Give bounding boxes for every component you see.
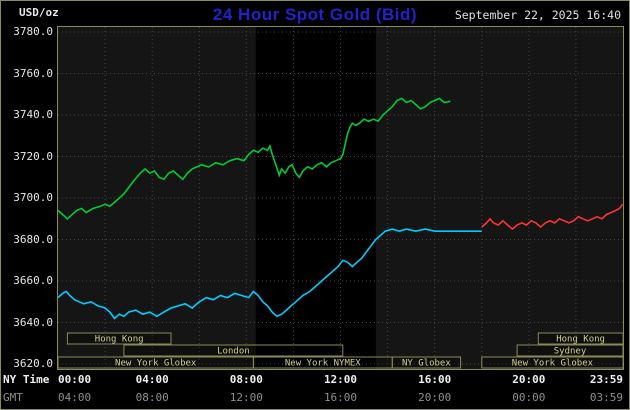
gmt-time-label: 16:00	[323, 391, 358, 404]
session-label: New York NYMEX	[285, 359, 361, 369]
ny-time-label: 23:59	[589, 373, 623, 386]
gmt-time-label: 12:00	[229, 391, 263, 404]
chart-canvas: Hong Kong Hong Kong London Sydney New York G…	[58, 27, 623, 369]
gmt-time-label: 20:00	[418, 391, 452, 404]
ny-time-axis-name: NY Time	[3, 373, 50, 386]
gmt-time-label: 04:00	[58, 391, 92, 404]
session-label: New York Globex	[512, 359, 594, 369]
gmt-time-label: 03:59	[589, 391, 623, 404]
ny-time-label: 04:00	[135, 373, 169, 386]
session-label: NY Globex	[402, 359, 451, 369]
y-axis-label: 3740.0	[13, 108, 53, 121]
ny-time-label: 12:00	[323, 373, 358, 386]
session-label: Sydney	[554, 347, 587, 357]
session-label: Hong Kong	[556, 335, 605, 345]
ny-time-label: 20:00	[512, 373, 546, 386]
series-sep19	[58, 228, 482, 320]
gmt-time-label: 00:00	[512, 391, 546, 404]
nymex-session-band	[255, 27, 376, 369]
units-label: USD/oz	[19, 6, 59, 19]
y-axis-label: 3700.0	[13, 191, 53, 204]
y-axis-label: 3780.0	[13, 25, 53, 38]
session-box	[516, 344, 623, 357]
ny-time-label: 00:00	[58, 373, 92, 386]
datetime-label: September 22, 2025 16:40	[454, 8, 621, 22]
y-axis-label: 3720.0	[13, 149, 53, 163]
ny-time-label: 08:00	[229, 373, 263, 386]
plot-area: Hong Kong Hong Kong London Sydney New York G…	[57, 26, 624, 370]
session-label: Hong Kong	[95, 335, 144, 345]
session-box	[123, 344, 344, 357]
session-box	[481, 356, 623, 369]
y-axis-label: 3680.0	[13, 232, 53, 246]
gmt-time-label: 08:00	[135, 391, 169, 404]
session-label: London	[217, 347, 250, 357]
page-title: 24 Hour Spot Gold (Bid)	[212, 5, 418, 24]
y-axis-label: 3760.0	[13, 66, 53, 80]
ny-time-label: 16:00	[418, 373, 452, 386]
y-axis-label: 3640.0	[13, 315, 53, 329]
series-sep22	[58, 97, 451, 220]
y-axis-label: 3660.0	[13, 274, 53, 287]
session-box	[391, 356, 462, 369]
series-sep21	[481, 203, 623, 231]
session-box	[537, 332, 623, 345]
session-box	[66, 332, 172, 345]
y-axis-label: 3620.0	[13, 357, 53, 370]
session-label: New York Globex	[115, 359, 197, 369]
gmt-axis-name: GMT	[3, 391, 23, 404]
